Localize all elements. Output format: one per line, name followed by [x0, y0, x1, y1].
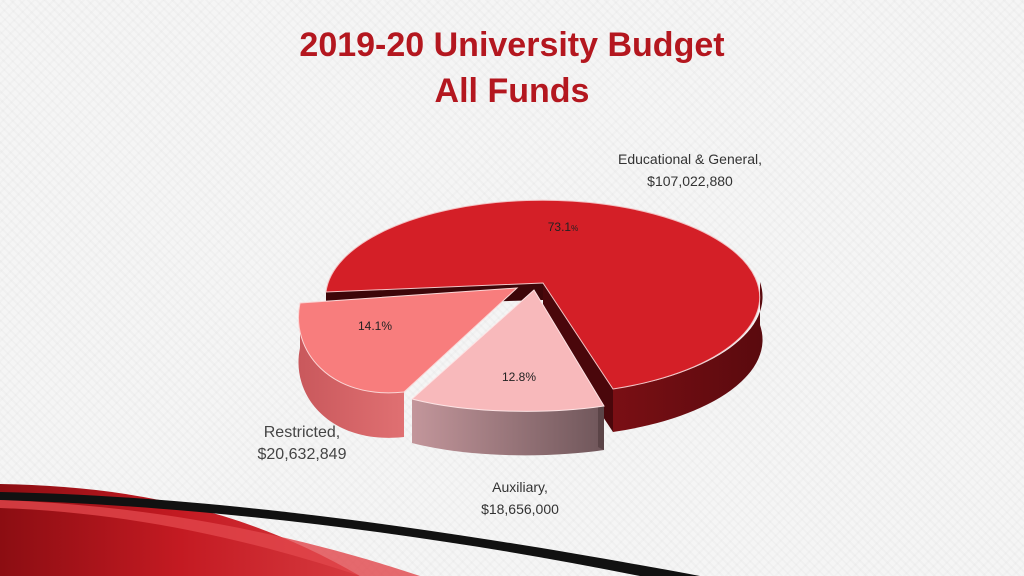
slice-auxiliary	[410, 289, 605, 412]
slice-educational-general	[325, 199, 761, 390]
pct-value-educational-general: 73.1	[547, 220, 572, 234]
slice-side-educational-general	[613, 282, 763, 432]
label-name-educational-general: Educational & General,	[618, 151, 762, 167]
title-line-2: All Funds	[434, 72, 590, 110]
label-restricted: Restricted, $20,632,849	[222, 422, 382, 466]
decorative-swoosh	[0, 484, 700, 576]
label-value-auxiliary: $18,656,000	[481, 501, 559, 517]
label-name-auxiliary: Auxiliary,	[492, 479, 548, 495]
label-name-restricted: Restricted,	[263, 424, 341, 441]
pct-label-auxiliary: 12.8%	[501, 370, 537, 384]
pct-suffix-educational-general: %	[571, 224, 579, 233]
label-educational-general: Educational & General, $107,022,880	[590, 148, 790, 192]
title-line-1: 2019-20 University Budget	[299, 26, 725, 64]
slice-inner-wall-auxiliary	[598, 404, 604, 450]
slice-restricted	[298, 287, 519, 394]
slice-side-auxiliary	[412, 399, 604, 456]
slice-side-restricted	[298, 303, 404, 438]
label-value-educational-general: $107,022,880	[647, 173, 733, 189]
label-value-restricted: $20,632,849	[257, 446, 347, 463]
pct-label-restricted: 14.1%	[357, 319, 393, 333]
page-title: 2019-20 University Budget All Funds	[0, 22, 1024, 114]
pct-label-educational-general: 73.1%	[533, 220, 593, 234]
label-auxiliary: Auxiliary, $18,656,000	[440, 476, 600, 520]
